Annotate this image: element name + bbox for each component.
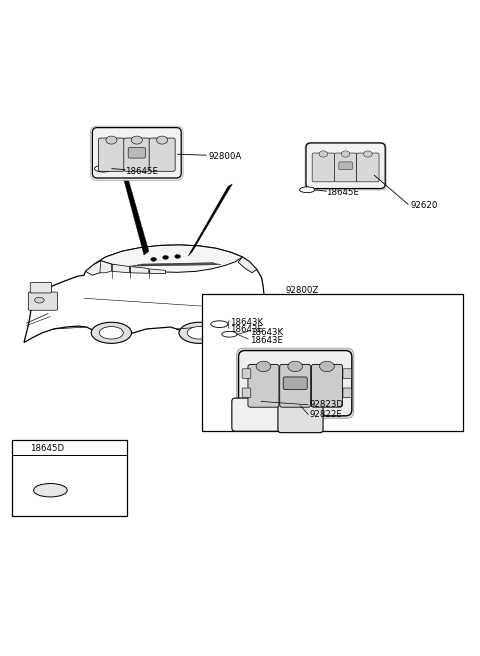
FancyBboxPatch shape — [28, 292, 58, 310]
Text: 92620: 92620 — [410, 201, 438, 210]
Text: 92800Z: 92800Z — [286, 286, 319, 295]
Ellipse shape — [222, 331, 237, 337]
Ellipse shape — [320, 361, 334, 372]
Ellipse shape — [156, 136, 168, 144]
FancyBboxPatch shape — [312, 153, 335, 182]
Polygon shape — [150, 269, 166, 274]
Text: 92800A: 92800A — [209, 152, 242, 161]
Text: 18645D: 18645D — [30, 445, 64, 453]
Polygon shape — [24, 245, 264, 342]
FancyBboxPatch shape — [335, 153, 357, 182]
FancyBboxPatch shape — [283, 377, 307, 390]
FancyBboxPatch shape — [124, 138, 150, 171]
FancyBboxPatch shape — [30, 282, 51, 293]
FancyBboxPatch shape — [248, 364, 279, 407]
FancyBboxPatch shape — [339, 162, 352, 170]
FancyBboxPatch shape — [343, 369, 351, 379]
Text: 92823D: 92823D — [310, 400, 344, 409]
FancyBboxPatch shape — [305, 142, 386, 190]
Polygon shape — [94, 245, 242, 272]
FancyBboxPatch shape — [237, 348, 354, 419]
Ellipse shape — [187, 327, 211, 339]
FancyBboxPatch shape — [306, 143, 385, 188]
Ellipse shape — [319, 151, 328, 157]
Polygon shape — [188, 184, 232, 256]
Text: 18643K: 18643K — [230, 318, 264, 327]
FancyBboxPatch shape — [149, 138, 175, 171]
Bar — [202, 295, 463, 431]
FancyBboxPatch shape — [343, 388, 351, 398]
Polygon shape — [85, 261, 111, 276]
Text: 18643E: 18643E — [250, 336, 283, 345]
Ellipse shape — [256, 361, 271, 372]
Ellipse shape — [91, 322, 132, 343]
Polygon shape — [238, 257, 257, 273]
Ellipse shape — [35, 297, 44, 303]
Text: 18643E: 18643E — [230, 325, 264, 335]
FancyBboxPatch shape — [280, 364, 311, 407]
FancyBboxPatch shape — [232, 398, 290, 431]
Ellipse shape — [131, 136, 143, 144]
Text: 18645E: 18645E — [125, 167, 158, 176]
FancyBboxPatch shape — [98, 138, 124, 171]
Text: 18645E: 18645E — [326, 188, 360, 197]
Text: 92822E: 92822E — [310, 410, 342, 419]
Ellipse shape — [175, 255, 180, 258]
Ellipse shape — [151, 257, 156, 261]
Ellipse shape — [99, 327, 123, 339]
FancyBboxPatch shape — [242, 388, 251, 398]
FancyBboxPatch shape — [239, 350, 352, 416]
Ellipse shape — [211, 321, 228, 327]
FancyBboxPatch shape — [357, 153, 379, 182]
Polygon shape — [112, 264, 130, 273]
FancyBboxPatch shape — [92, 128, 181, 178]
Ellipse shape — [163, 256, 168, 259]
Polygon shape — [100, 261, 111, 273]
FancyBboxPatch shape — [128, 148, 145, 158]
Bar — [12, 440, 127, 516]
Ellipse shape — [179, 322, 219, 343]
Polygon shape — [122, 174, 149, 255]
Polygon shape — [131, 266, 149, 274]
Ellipse shape — [95, 165, 112, 172]
FancyBboxPatch shape — [312, 364, 342, 407]
Text: 18643K: 18643K — [250, 328, 283, 337]
Ellipse shape — [300, 187, 315, 193]
Ellipse shape — [106, 136, 117, 144]
FancyBboxPatch shape — [242, 369, 251, 379]
FancyBboxPatch shape — [90, 126, 183, 180]
Ellipse shape — [288, 361, 302, 372]
Ellipse shape — [363, 151, 372, 157]
FancyBboxPatch shape — [278, 403, 323, 433]
Ellipse shape — [34, 483, 67, 497]
Ellipse shape — [341, 151, 350, 157]
